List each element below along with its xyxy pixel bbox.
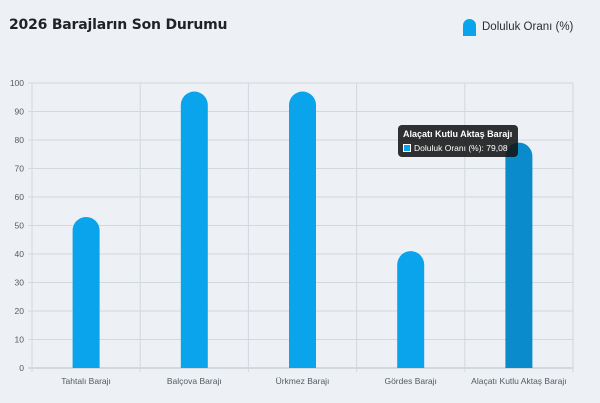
tooltip-value: Doluluk Oranı (%): 79,08 [414, 143, 508, 153]
y-tick-label: 60 [15, 192, 25, 202]
x-tick-label: Alaçatı Kutlu Aktaş Barajı [471, 376, 566, 386]
chart-title: 2026 Barajların Son Durumu [9, 17, 228, 33]
bar[interactable] [289, 91, 316, 369]
legend-label: Doluluk Oranı (%) [482, 21, 574, 33]
x-tick-label: Gördes Barajı [384, 376, 436, 386]
y-tick-label: 10 [15, 335, 25, 345]
y-tick-label: 100 [10, 78, 24, 88]
x-tick-label: Ürkmez Barajı [276, 376, 330, 386]
bar[interactable] [180, 91, 208, 369]
bars[interactable] [72, 91, 533, 369]
tooltip-title: Alaçatı Kutlu Aktaş Barajı [403, 129, 513, 139]
tooltip-row: Doluluk Oranı (%): 79,08 [403, 143, 512, 153]
x-axis-labels: Tahtalı Barajı Balçova Barajı Ürkmez Baraj… [61, 376, 566, 386]
legend-swatch [463, 18, 476, 36]
bar[interactable] [72, 216, 100, 368]
y-tick-label: 90 [15, 107, 25, 117]
y-axis-ticks: 0 10 20 30 40 50 60 70 80 90 100 [10, 78, 24, 373]
y-tick-label: 40 [15, 249, 25, 259]
legend[interactable]: Doluluk Oranı (%) [463, 17, 573, 37]
bar[interactable] [397, 251, 425, 368]
tooltip-swatch [403, 144, 411, 152]
y-tick-label: 30 [15, 278, 25, 288]
y-tick-label: 70 [15, 164, 25, 174]
y-tick-label: 0 [19, 363, 24, 373]
x-tick-label: Tahtalı Barajı [61, 376, 111, 386]
y-tick-label: 50 [15, 221, 25, 231]
x-tick-label: Balçova Barajı [167, 376, 222, 386]
y-tick-label: 20 [15, 306, 25, 316]
bar[interactable] [505, 142, 533, 368]
y-tick-label: 80 [15, 135, 25, 145]
bar-tooltip: Alaçatı Kutlu Aktaş Barajı Doluluk Oranı… [398, 125, 519, 157]
